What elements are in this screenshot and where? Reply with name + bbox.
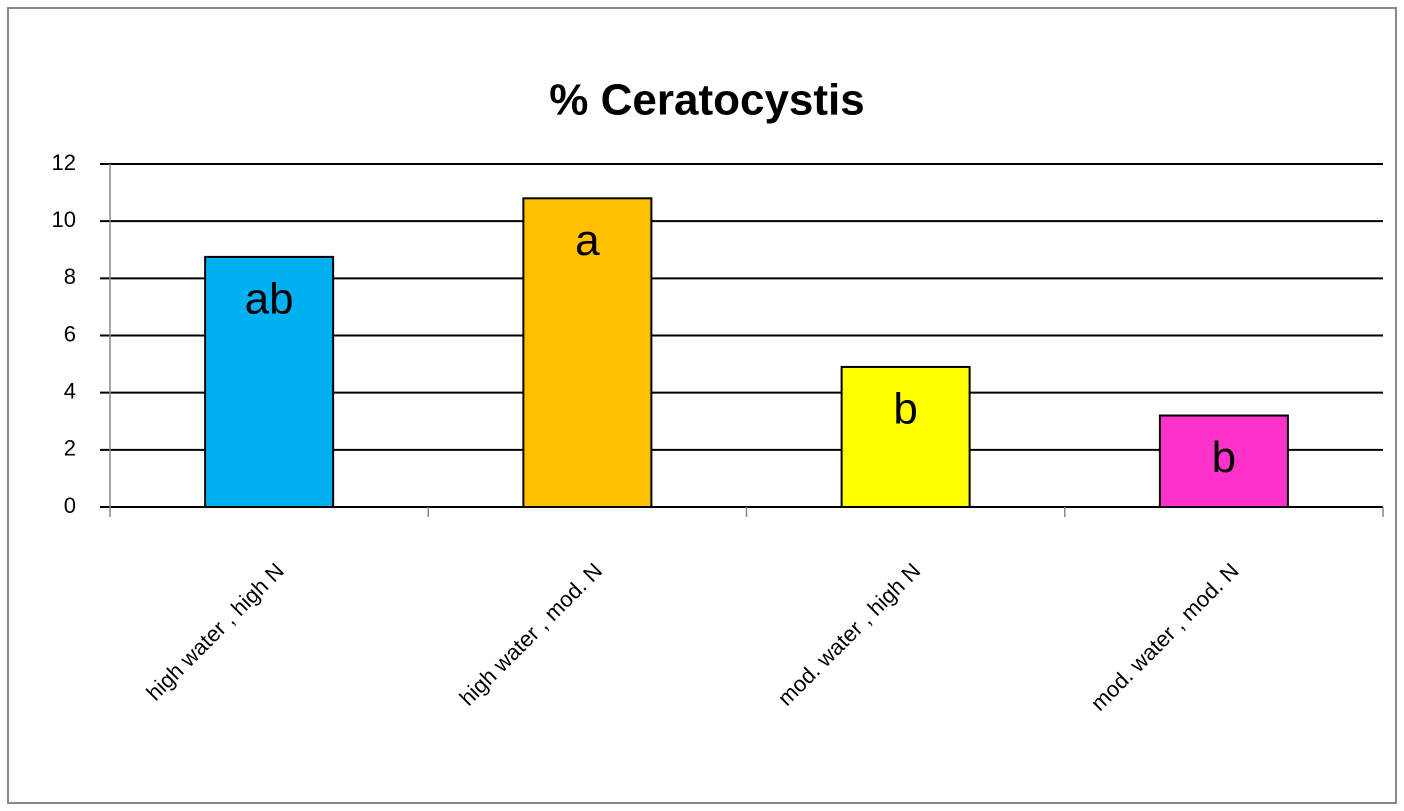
y-tick-label: 6 <box>64 321 76 346</box>
bar <box>840 365 971 509</box>
bar-annotation: b <box>893 385 917 434</box>
chart-title: % Ceratocystis <box>549 76 864 125</box>
bar <box>204 255 335 509</box>
bar-annotation: a <box>575 216 600 265</box>
bar-annotation: b <box>1212 433 1236 482</box>
y-tick-label: 8 <box>64 264 76 289</box>
y-tick-label: 10 <box>52 207 76 232</box>
y-tick-label: 4 <box>64 378 76 403</box>
bar <box>522 197 653 509</box>
bar-annotation: ab <box>245 275 294 324</box>
y-tick-label: 12 <box>52 150 76 175</box>
bar <box>1158 414 1289 508</box>
y-tick-label: 2 <box>64 436 76 461</box>
y-tick-label: 0 <box>64 493 76 518</box>
